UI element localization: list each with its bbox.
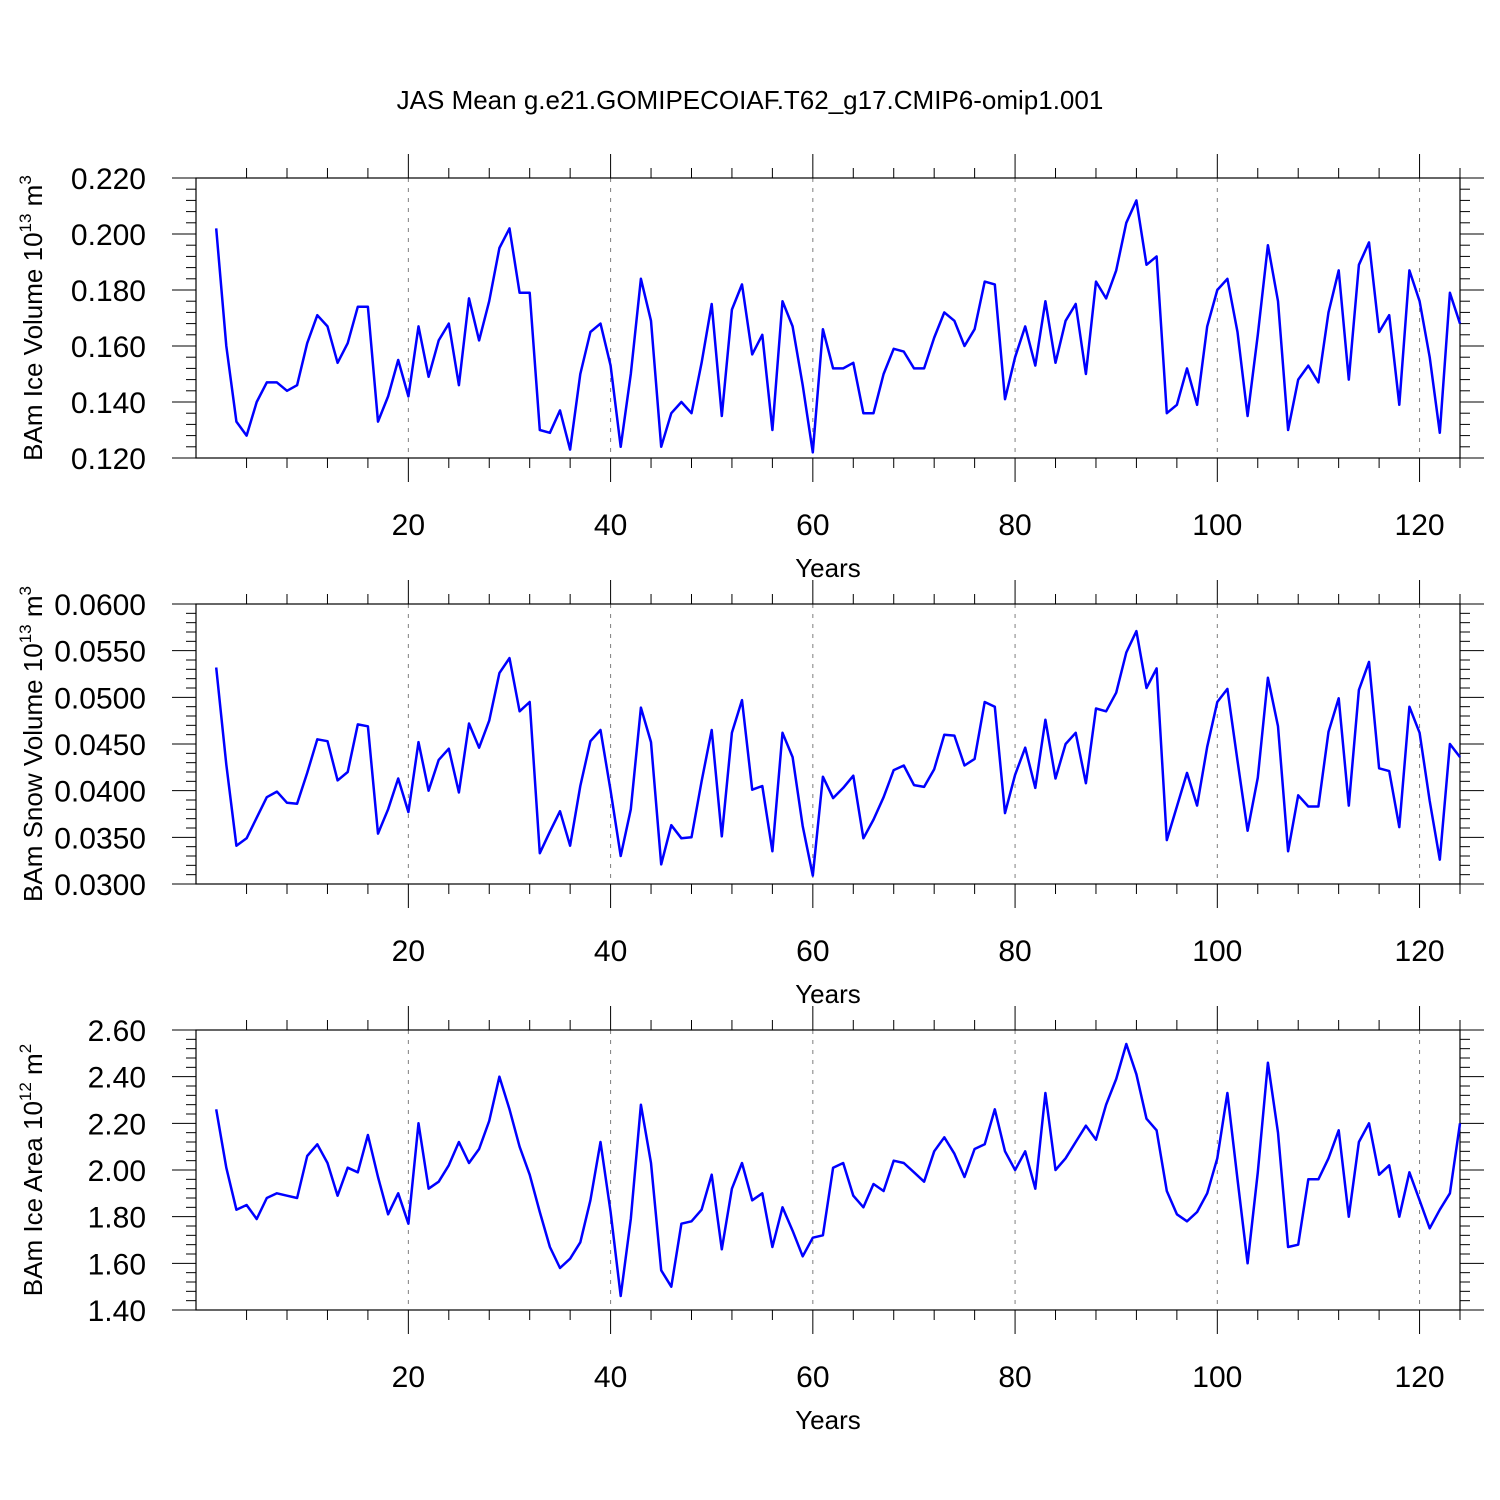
y-tick-label: 0.0450 — [54, 729, 146, 762]
x-axis-label: Years — [795, 553, 861, 583]
plot-frame — [195, 603, 1461, 885]
y-tick-label: 0.0300 — [54, 869, 146, 902]
y-axis-label: BAm Ice Area 1012 m2 — [16, 1044, 48, 1296]
panel-2: 20 40 60 80 100 120 0.0300 0.0350 0.0400 0.0450 0.… — [16, 580, 1484, 1009]
y-tick-label: 0.0500 — [54, 682, 146, 715]
x-tick-label: 40 — [594, 509, 627, 542]
y-tick-label: 0.140 — [71, 387, 146, 420]
x-tick-label: 100 — [1192, 509, 1242, 542]
series-line — [214, 199, 1462, 454]
panel-3: 20 40 60 80 100 120 1.40 1.60 1.80 2.00 2.20 2.40 2.… — [16, 1006, 1484, 1435]
figure-title: JAS Mean g.e21.GOMIPECOIAF.T62_g17.CMIP6… — [396, 85, 1104, 115]
plot-frame — [195, 1029, 1461, 1311]
x-tick-label: 80 — [998, 1361, 1031, 1394]
y-tick-label: 0.0350 — [54, 822, 146, 855]
x-tick-label: 100 — [1192, 1361, 1242, 1394]
panel-1: 20 40 60 80 100 120 0.120 0.140 0.160 0.180 0.200 0… — [16, 154, 1484, 583]
x-tick-label: 120 — [1395, 509, 1445, 542]
y-tick-label: 2.60 — [88, 1015, 146, 1048]
y-tick-label: 0.0600 — [54, 589, 146, 622]
y-axis-label: BAm Snow Volume 1013 m3 — [16, 586, 48, 902]
x-tick-label: 120 — [1395, 1361, 1445, 1394]
plot-frame — [195, 177, 1461, 459]
x-tick-label: 80 — [998, 935, 1031, 968]
x-axis-label: Years — [795, 1405, 861, 1435]
x-tick-label: 20 — [392, 509, 425, 542]
x-tick-label: 20 — [392, 1361, 425, 1394]
series-line — [214, 1042, 1462, 1298]
y-tick-label: 1.80 — [88, 1202, 146, 1235]
x-tick-label: 60 — [796, 935, 829, 968]
y-tick-label: 0.200 — [71, 219, 146, 252]
y-tick-label: 0.160 — [71, 331, 146, 364]
y-tick-label: 0.0400 — [54, 776, 146, 809]
y-tick-label: 0.0550 — [54, 636, 146, 669]
x-tick-label: 40 — [594, 935, 627, 968]
y-tick-label: 2.00 — [88, 1155, 146, 1188]
y-tick-label: 1.60 — [88, 1248, 146, 1281]
y-tick-label: 2.20 — [88, 1108, 146, 1141]
y-tick-label: 2.40 — [88, 1062, 146, 1095]
x-tick-label: 80 — [998, 509, 1031, 542]
x-tick-label: 20 — [392, 935, 425, 968]
y-tick-label: 0.120 — [71, 443, 146, 476]
x-tick-label: 40 — [594, 1361, 627, 1394]
x-tick-label: 60 — [796, 509, 829, 542]
x-tick-label: 100 — [1192, 935, 1242, 968]
x-tick-label: 60 — [796, 1361, 829, 1394]
series-line — [214, 629, 1461, 877]
y-tick-label: 0.220 — [71, 163, 146, 196]
x-tick-label: 120 — [1395, 935, 1445, 968]
y-axis-label: BAm Ice Volume 1013 m3 — [16, 175, 48, 461]
x-axis-label: Years — [795, 979, 861, 1009]
y-tick-label: 1.40 — [88, 1295, 146, 1328]
y-tick-label: 0.180 — [71, 275, 146, 308]
